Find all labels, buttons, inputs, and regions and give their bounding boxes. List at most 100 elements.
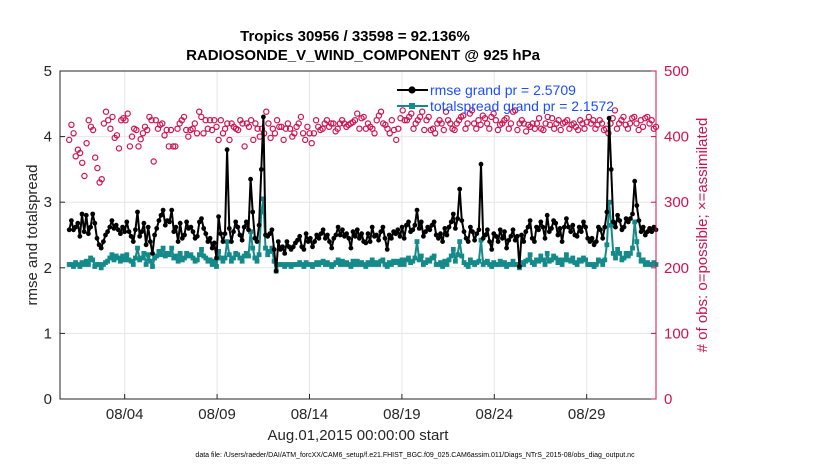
totalspread-point — [105, 258, 110, 264]
totalspread-point — [561, 257, 567, 263]
rmse-point — [406, 219, 411, 225]
totalspread-point — [542, 262, 548, 267]
obs-possible-marker — [486, 125, 493, 132]
rmse-point — [365, 231, 371, 237]
totalspread-point — [158, 252, 164, 258]
totalspread-point — [613, 255, 618, 261]
rmse-point — [207, 235, 213, 241]
rmse-point — [442, 226, 448, 231]
totalspread-point — [578, 258, 584, 264]
obs-possible-marker — [451, 126, 458, 134]
obs-possible-marker — [330, 120, 337, 127]
obs-possible-marker — [122, 116, 129, 124]
totalspread-point — [128, 258, 134, 264]
rmse-point — [519, 232, 524, 238]
chart-title-line1: Tropics 30956 / 33598 = 92.136% — [240, 28, 470, 45]
totalspread-point — [203, 255, 209, 261]
obs-possible-marker — [644, 113, 651, 121]
rmse-point — [455, 216, 460, 222]
rmse-point — [525, 224, 531, 230]
totalspread-point — [401, 262, 407, 267]
obs-possible-marker — [323, 116, 331, 124]
obs-possible-marker — [91, 154, 99, 161]
obs-possible-marker — [522, 128, 530, 135]
rmse-point — [310, 244, 315, 250]
obs-possible-marker — [460, 112, 467, 119]
obs-possible-marker — [388, 116, 395, 124]
rmse-point — [506, 237, 512, 243]
rmse-point — [598, 227, 603, 233]
totalspread-point — [553, 255, 559, 261]
obs-possible-marker — [198, 113, 205, 121]
rmse-point — [256, 222, 262, 228]
totalspread-point — [130, 262, 136, 267]
totalspread-point — [583, 257, 588, 263]
obs-possible-marker — [408, 110, 415, 117]
rmse-point — [158, 212, 164, 218]
rmse-point — [275, 239, 281, 245]
y-right-tick-label: 0 — [664, 391, 672, 408]
rmse-point — [320, 227, 326, 233]
obs-possible-marker — [419, 108, 426, 115]
obs-possible-marker — [148, 116, 155, 124]
rmse-point — [139, 229, 145, 235]
totalspread-point — [459, 253, 465, 259]
obs-possible-marker — [202, 116, 209, 124]
totalspread-point — [640, 257, 646, 263]
totalspread-point — [83, 258, 89, 264]
obs-possible-marker — [104, 116, 112, 124]
totalspread-point — [527, 252, 533, 258]
obs-possible-marker — [282, 125, 289, 132]
rmse-point — [376, 237, 381, 243]
rmse-point — [542, 235, 548, 241]
rmse-point — [284, 239, 290, 245]
totalspread-point — [96, 262, 102, 267]
totalspread-point — [77, 264, 83, 269]
totalspread-point — [427, 258, 433, 264]
totalspread-point — [256, 252, 262, 258]
obs-possible-marker — [492, 116, 499, 124]
obs-possible-marker — [555, 116, 562, 124]
totalspread-point — [363, 264, 369, 269]
obs-possible-marker — [167, 126, 175, 134]
rmse-point — [135, 209, 140, 215]
totalspread-point — [243, 251, 249, 256]
rmse-point — [241, 224, 247, 230]
obs-possible-marker — [217, 116, 224, 124]
x-tick-label: 08/14 — [291, 406, 329, 423]
totalspread-point — [337, 262, 343, 267]
obs-possible-marker — [551, 125, 558, 132]
rmse-point — [79, 211, 85, 217]
totalspread-point — [352, 262, 358, 267]
rmse-point — [282, 251, 288, 256]
rmse-point — [382, 235, 388, 241]
obs-possible-marker — [470, 120, 478, 127]
totalspread-point — [602, 257, 608, 263]
obs-possible-marker — [613, 125, 621, 132]
rmse-point — [337, 232, 343, 238]
obs-possible-marker — [159, 120, 166, 127]
rmse-point — [549, 226, 554, 231]
obs-possible-marker — [221, 125, 229, 132]
obs-possible-marker — [172, 143, 179, 150]
totalspread-point — [147, 258, 153, 264]
obs-possible-marker — [302, 136, 309, 144]
totalspread-point — [412, 255, 418, 261]
rmse-point — [209, 245, 215, 251]
rmse-point — [570, 222, 576, 228]
rmse-point — [544, 212, 550, 218]
obs-possible-marker — [386, 130, 393, 137]
rmse-point — [448, 219, 454, 225]
rmse-point — [147, 239, 153, 245]
rmse-point — [628, 216, 633, 222]
totalspread-point — [389, 262, 394, 267]
x-tick-label: 08/09 — [198, 406, 236, 423]
totalspread-point — [367, 262, 373, 267]
totalspread-point — [606, 199, 612, 205]
x-tick-label: 08/24 — [476, 406, 514, 423]
totalspread-point — [431, 253, 437, 259]
obs-possible-marker — [81, 172, 88, 180]
obs-possible-marker — [133, 126, 140, 134]
rmse-point — [527, 218, 533, 224]
totalspread-point — [115, 255, 121, 261]
